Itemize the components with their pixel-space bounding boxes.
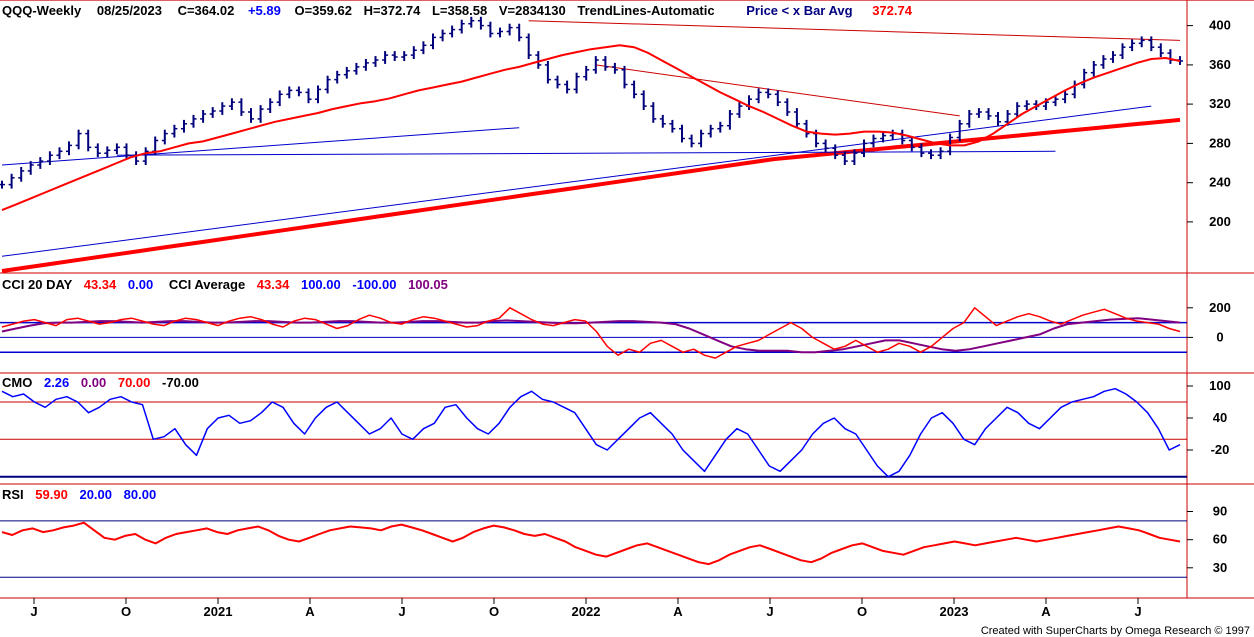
- x-tick-label: 2023: [940, 604, 969, 619]
- trend-line: [116, 150, 1056, 156]
- price-y-axis: 200 240 280 320 360 400: [1187, 18, 1231, 229]
- rsi-upper: 80.00: [124, 487, 157, 502]
- long-ma-path: [1, 117, 1181, 273]
- price-bars: [0, 16, 1183, 189]
- rsi-path: [1, 521, 1181, 566]
- cmo-tick-label: 100: [1209, 378, 1231, 393]
- cmo-lower: -70.00: [162, 375, 199, 390]
- x-tick-label: A: [305, 604, 315, 619]
- change-label: +5.89: [248, 3, 281, 18]
- open-label: O=359.62: [294, 3, 351, 18]
- x-tick-label: J: [1134, 604, 1141, 619]
- rsi-tick-label: 30: [1213, 560, 1227, 575]
- cmo-line: [1, 387, 1181, 478]
- high-label: H=372.74: [364, 3, 422, 18]
- cci-average-line: [1, 317, 1181, 354]
- cci-lower: -100.00: [352, 277, 396, 292]
- x-tick-label: J: [766, 604, 773, 619]
- cmo-tick-label: 40: [1213, 410, 1227, 425]
- cci-y-axis: 0 200: [1187, 300, 1231, 344]
- cmo-y-axis: -20 40 100: [1187, 378, 1231, 457]
- x-tick-label: O: [857, 604, 867, 619]
- cci-header: CCI 20 DAY 43.34 0.00 CCI Average 43.34 …: [2, 277, 448, 292]
- price-tick-label: 240: [1209, 175, 1231, 190]
- price-header: QQQ-Weekly 08/25/2023 C=364.02 +5.89 O=3…: [2, 3, 913, 18]
- symbol-label: QQQ-Weekly: [2, 3, 82, 18]
- long-moving-average-line: [1, 117, 1181, 273]
- volume-label: V=2834130: [499, 3, 566, 18]
- price-tick-label: 320: [1209, 96, 1231, 111]
- x-tick-label: O: [489, 604, 499, 619]
- price-avg-value: 372.74: [872, 3, 913, 18]
- price-tick-label: 280: [1209, 135, 1231, 150]
- cci-zero: 0.00: [128, 277, 153, 292]
- low-label: L=358.58: [432, 3, 487, 18]
- cmo-zero: 0.00: [81, 375, 106, 390]
- cmo-header: CMO 2.26 0.00 70.00 -70.00: [2, 375, 199, 390]
- cmo-tick-label: -20: [1211, 442, 1230, 457]
- cci-title: CCI 20 DAY: [2, 277, 73, 292]
- cci-tick-label: 200: [1209, 300, 1231, 315]
- short-moving-average-line: [1, 44, 1181, 212]
- x-tick-label: A: [673, 604, 683, 619]
- cci-upper: 100.00: [301, 277, 341, 292]
- x-tick-label: O: [121, 604, 131, 619]
- cci-path: [1, 307, 1181, 359]
- close-label: C=364.02: [178, 3, 235, 18]
- rsi-bands: [0, 520, 1187, 578]
- cmo-upper: 70.00: [118, 375, 151, 390]
- rsi-value: 59.90: [35, 487, 68, 502]
- x-tick-label: 2021: [204, 604, 233, 619]
- credit-text: Created with SuperCharts by Omega Resear…: [981, 625, 1250, 637]
- rsi-y-axis: 30 60 90: [1187, 504, 1227, 575]
- price-tick-label: 400: [1209, 18, 1231, 33]
- cci-line: [1, 307, 1181, 359]
- rsi-line: [1, 521, 1181, 566]
- date-label: 08/25/2023: [97, 3, 162, 18]
- cci-value: 43.34: [84, 277, 117, 292]
- price-tick-label: 200: [1209, 214, 1231, 229]
- price-avg-label: Price < x Bar Avg: [746, 3, 852, 18]
- cci-avg-value: 43.34: [257, 277, 290, 292]
- x-axis: J O 2021 A J O 2022 A J O 2023 A J: [30, 598, 1142, 619]
- rsi-lower: 20.00: [79, 487, 112, 502]
- cci-bands: [0, 321, 1187, 353]
- cci-tick-label: 0: [1216, 329, 1223, 344]
- price-tick-label: 360: [1209, 57, 1231, 72]
- rsi-tick-label: 90: [1213, 504, 1227, 519]
- cmo-value: 2.26: [44, 375, 69, 390]
- trend-line: [1, 127, 520, 166]
- cci-average-path: [1, 317, 1181, 354]
- cmo-title: CMO: [2, 375, 32, 390]
- cci-avg-title: CCI Average: [169, 277, 245, 292]
- x-tick-label: A: [1041, 604, 1051, 619]
- rsi-title: RSI: [2, 487, 24, 502]
- x-tick-label: J: [30, 604, 37, 619]
- x-tick-label: J: [398, 604, 405, 619]
- panel-frames: [0, 0, 1254, 599]
- cci-avg2: 100.05: [408, 277, 448, 292]
- rsi-tick-label: 60: [1213, 532, 1227, 547]
- cmo-path: [1, 387, 1181, 478]
- x-tick-label: 2022: [572, 604, 601, 619]
- short-ma-path: [1, 44, 1181, 212]
- trend-line: [528, 20, 1181, 41]
- rsi-header: RSI 59.90 20.00 80.00: [2, 487, 156, 502]
- study-label: TrendLines-Automatic: [577, 3, 714, 18]
